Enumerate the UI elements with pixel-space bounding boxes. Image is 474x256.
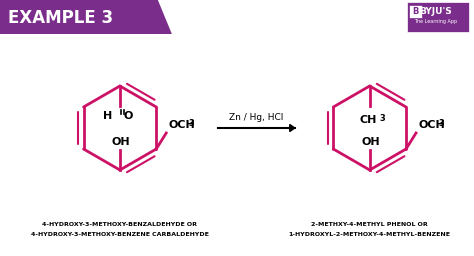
- Text: B: B: [412, 6, 419, 16]
- Text: The Learning App: The Learning App: [414, 18, 457, 24]
- Text: 3: 3: [438, 119, 444, 128]
- Text: H: H: [103, 111, 112, 121]
- Text: 1-HYDROXYL-2-METHOXY-4-METHYL-BENZENE: 1-HYDROXYL-2-METHOXY-4-METHYL-BENZENE: [289, 231, 451, 237]
- Text: OCH: OCH: [168, 120, 195, 130]
- Text: CH: CH: [359, 115, 376, 125]
- Polygon shape: [0, 0, 172, 34]
- FancyBboxPatch shape: [407, 2, 469, 32]
- Text: Zn / Hg, HCl: Zn / Hg, HCl: [229, 113, 283, 123]
- Text: O: O: [123, 111, 133, 121]
- Text: EXAMPLE 3: EXAMPLE 3: [8, 9, 113, 27]
- FancyBboxPatch shape: [409, 5, 422, 17]
- Text: 4-HYDROXY-3-METHOXY-BENZENE CARBALDEHYDE: 4-HYDROXY-3-METHOXY-BENZENE CARBALDEHYDE: [31, 231, 209, 237]
- Text: 4-HYDROXY-3-METHOXY-BENZALDEHYDE OR: 4-HYDROXY-3-METHOXY-BENZALDEHYDE OR: [42, 221, 197, 227]
- Polygon shape: [290, 124, 295, 132]
- Text: 3: 3: [188, 119, 194, 128]
- Text: 2-METHXY-4-METHYL PHENOL OR: 2-METHXY-4-METHYL PHENOL OR: [311, 221, 428, 227]
- Text: 3: 3: [380, 114, 385, 123]
- Text: OH: OH: [111, 137, 130, 147]
- Text: BYJU'S: BYJU'S: [419, 6, 452, 16]
- Text: OCH: OCH: [418, 120, 445, 130]
- Text: OH: OH: [361, 137, 380, 147]
